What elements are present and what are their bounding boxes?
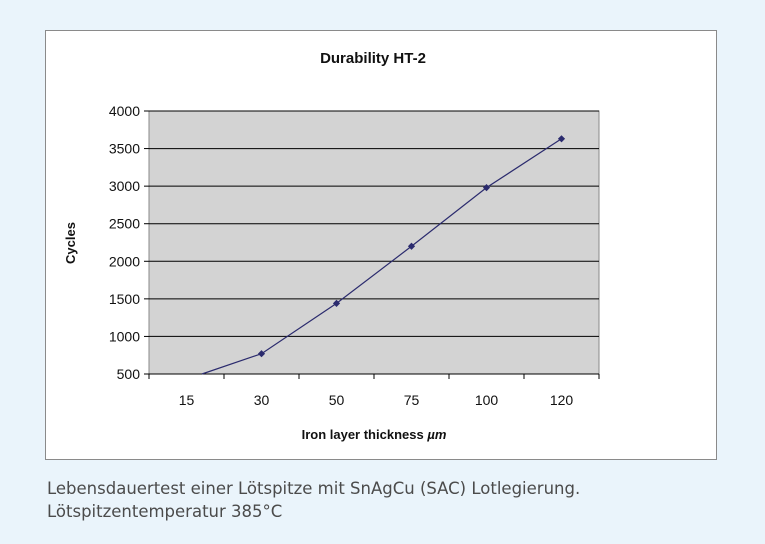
plot-area [148, 110, 600, 375]
x-tick-label: 50 [329, 392, 345, 408]
caption-line-1: Lebensdauertest einer Lötspitze mit SnAg… [47, 479, 581, 498]
y-tick-label: 3000 [109, 178, 140, 194]
x-axis-ticks: 15 30 50 75 100 120 [148, 374, 600, 408]
x-tick-label: 100 [475, 392, 499, 408]
y-tick-label: 500 [117, 366, 141, 382]
x-tick-label: 75 [404, 392, 420, 408]
series-group [201, 135, 566, 375]
y-tick-label: 3500 [109, 141, 140, 157]
x-axis-label-text: Iron layer thickness [302, 427, 424, 442]
y-axis-label: Cycles [63, 222, 78, 264]
chart-title: Durability HT-2 [320, 50, 426, 67]
data-point-marker [257, 350, 266, 358]
x-tick-label: 30 [254, 392, 270, 408]
y-tick-label: 2500 [109, 216, 140, 232]
data-point-marker [482, 184, 491, 192]
y-tick-label: 1000 [109, 328, 140, 344]
y-tick-label: 2000 [109, 253, 140, 269]
x-axis-unit: µm [426, 427, 446, 442]
y-tick-label: 4000 [109, 103, 140, 119]
data-point-marker [557, 135, 566, 143]
figure-caption: Lebensdauertest einer Lötspitze mit SnAg… [47, 477, 747, 523]
chart-frame: Durability HT-2 500 1000 1500 2000 2500 3000 3… [45, 30, 717, 460]
y-tick-label: 1500 [109, 291, 140, 307]
x-axis-label: Iron layer thickness µm [302, 427, 447, 442]
data-point-marker [332, 299, 341, 307]
durability-chart: Durability HT-2 500 1000 1500 2000 2500 3000 3… [63, 50, 600, 442]
caption-line-2: Lötspitzentemperatur 385°C [47, 502, 283, 521]
data-point-marker [407, 242, 416, 250]
x-tick-label: 120 [550, 392, 574, 408]
y-gridlines [149, 110, 599, 375]
series-line [201, 138, 562, 375]
x-tick-label: 15 [179, 392, 195, 408]
y-axis-ticks: 500 1000 1500 2000 2500 3000 3500 4000 [109, 103, 149, 382]
